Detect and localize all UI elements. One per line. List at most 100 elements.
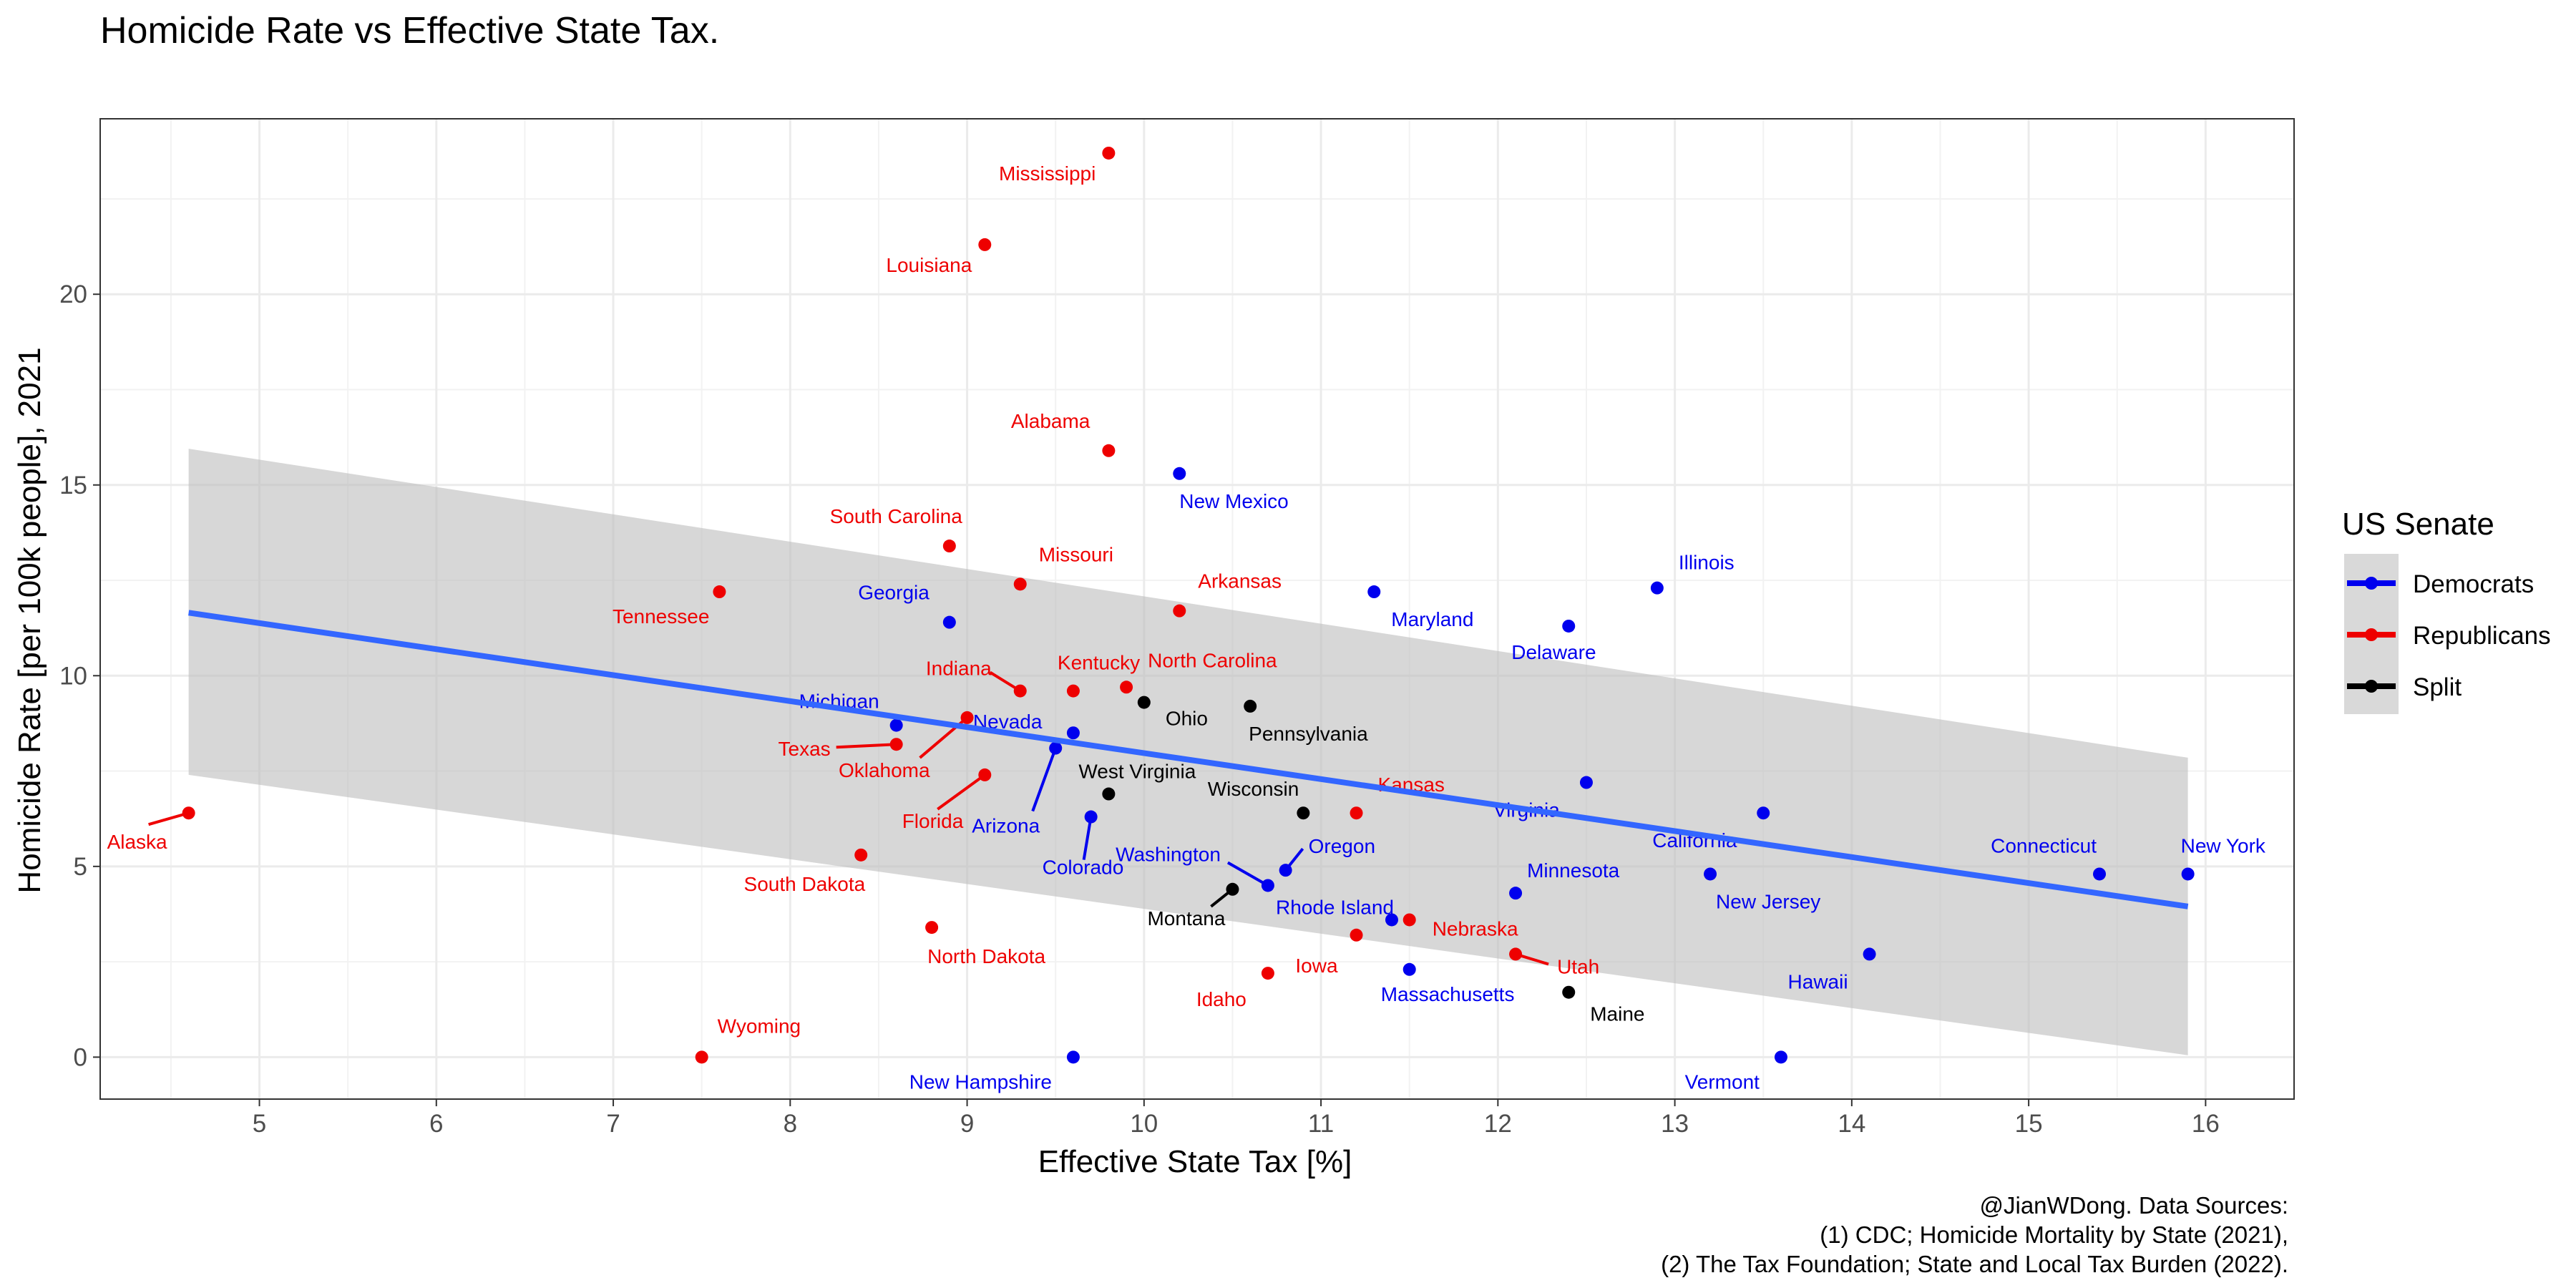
data-point	[1562, 985, 1576, 999]
data-point	[1120, 680, 1133, 694]
legend-key-point	[2365, 628, 2378, 641]
data-point	[942, 615, 956, 629]
data-point	[695, 1050, 708, 1064]
data-point	[1173, 604, 1186, 618]
caption-line: (2) The Tax Foundation; State and Local …	[1661, 1251, 2288, 1277]
x-tick-label: 15	[2015, 1110, 2043, 1138]
point-label: Ohio	[1166, 708, 1208, 730]
data-point	[713, 585, 726, 599]
point-label: Wisconsin	[1208, 778, 1299, 800]
x-tick-label: 5	[253, 1110, 266, 1138]
point-label: Tennessee	[613, 605, 709, 628]
data-point	[1049, 741, 1063, 755]
data-point	[1704, 867, 1717, 881]
y-tick-label: 15	[59, 472, 87, 499]
point-label: Massachusetts	[1381, 983, 1515, 1005]
data-points	[182, 146, 2195, 1064]
legend: US Senate Democrats Republicans Split	[2342, 507, 2551, 714]
y-axis: 0 5 10 15 20	[59, 280, 100, 1071]
point-label: Mississippi	[999, 162, 1096, 185]
plot-border	[99, 118, 2295, 1100]
data-point	[1102, 444, 1116, 457]
data-point	[889, 738, 903, 751]
data-point	[978, 768, 992, 781]
y-tick-label: 20	[59, 280, 87, 308]
caption-line: (1) CDC; Homicide Mortality by State (20…	[1820, 1221, 2288, 1248]
data-point	[1066, 1050, 1080, 1064]
data-point	[925, 921, 939, 935]
data-point	[1367, 585, 1381, 599]
x-tick-label: 6	[429, 1110, 443, 1138]
leader-line	[1226, 861, 1269, 887]
leader-line	[1031, 747, 1058, 812]
data-point	[1774, 1050, 1787, 1064]
x-tick-label: 11	[1308, 1110, 1334, 1138]
data-point	[182, 806, 195, 820]
data-point	[1350, 806, 1363, 820]
point-labels: New Mexico Illinois Maryland Georgia Delawar…	[107, 162, 2266, 1093]
point-label: Nebraska	[1433, 917, 1518, 940]
point-label: Maryland	[1391, 608, 1473, 630]
x-axis-label: Effective State Tax [%]	[1038, 1144, 1352, 1179]
point-label: Illinois	[1679, 552, 1735, 574]
point-label: Montana	[1147, 907, 1225, 930]
legend-key-point	[2365, 680, 2378, 693]
point-label: Missouri	[1039, 543, 1113, 565]
point-label: Arizona	[972, 815, 1040, 837]
data-point	[889, 718, 903, 732]
caption: @JianWDong. Data Sources: (1) CDC; Homic…	[1661, 1192, 2288, 1277]
data-point	[1509, 947, 1523, 961]
point-label: Oklahoma	[839, 759, 930, 781]
point-label: Delaware	[1511, 641, 1596, 663]
x-tick-label: 10	[1130, 1110, 1158, 1138]
data-point	[960, 711, 974, 724]
x-tick-label: 8	[784, 1110, 797, 1138]
data-point	[1013, 577, 1027, 591]
data-point	[2093, 867, 2107, 881]
point-label: Alabama	[1011, 410, 1091, 432]
x-tick-label: 9	[960, 1110, 974, 1138]
data-point	[854, 848, 868, 862]
data-point	[1562, 619, 1576, 633]
data-point	[1244, 699, 1257, 713]
data-point	[978, 238, 992, 251]
point-label: North Carolina	[1148, 649, 1277, 671]
x-tick-label: 7	[606, 1110, 620, 1138]
y-axis-label: Homicide Rate [per 100k people], 2021	[12, 347, 47, 893]
regression-line	[188, 610, 2189, 909]
data-point	[2181, 867, 2195, 881]
data-point	[1757, 806, 1770, 820]
data-point	[1102, 787, 1116, 801]
point-label: Idaho	[1196, 988, 1246, 1010]
point-label: Oregon	[1309, 835, 1375, 857]
point-label: New Mexico	[1179, 490, 1288, 512]
point-label: North Dakota	[927, 945, 1045, 967]
data-point	[1137, 696, 1151, 709]
point-label: New Hampshire	[909, 1070, 1052, 1093]
point-label: Wyoming	[718, 1015, 801, 1037]
point-label: Indiana	[926, 658, 992, 680]
point-label: Iowa	[1295, 955, 1338, 977]
point-label: Pennsylvania	[1249, 723, 1368, 745]
data-point	[1066, 684, 1080, 698]
point-label: New York	[2181, 834, 2266, 857]
x-tick-label: 16	[2192, 1110, 2220, 1138]
legend-label: Republicans	[2413, 622, 2551, 650]
point-label: South Carolina	[830, 505, 963, 527]
y-tick-label: 5	[74, 853, 87, 881]
point-label: Kentucky	[1058, 652, 1140, 674]
point-label: South Dakota	[744, 873, 866, 895]
point-label: Alaska	[107, 831, 167, 853]
data-point	[1084, 810, 1098, 824]
point-label: Washington	[1116, 843, 1221, 865]
y-tick-label: 10	[59, 662, 87, 690]
leader-line	[836, 743, 897, 749]
data-point	[1650, 581, 1664, 595]
data-point	[1509, 887, 1523, 900]
caption-line: @JianWDong. Data Sources:	[1979, 1192, 2288, 1219]
point-label: Maine	[1590, 1003, 1644, 1025]
x-tick-label: 13	[1661, 1110, 1689, 1138]
data-point	[1350, 928, 1363, 942]
point-label: Florida	[902, 810, 964, 832]
